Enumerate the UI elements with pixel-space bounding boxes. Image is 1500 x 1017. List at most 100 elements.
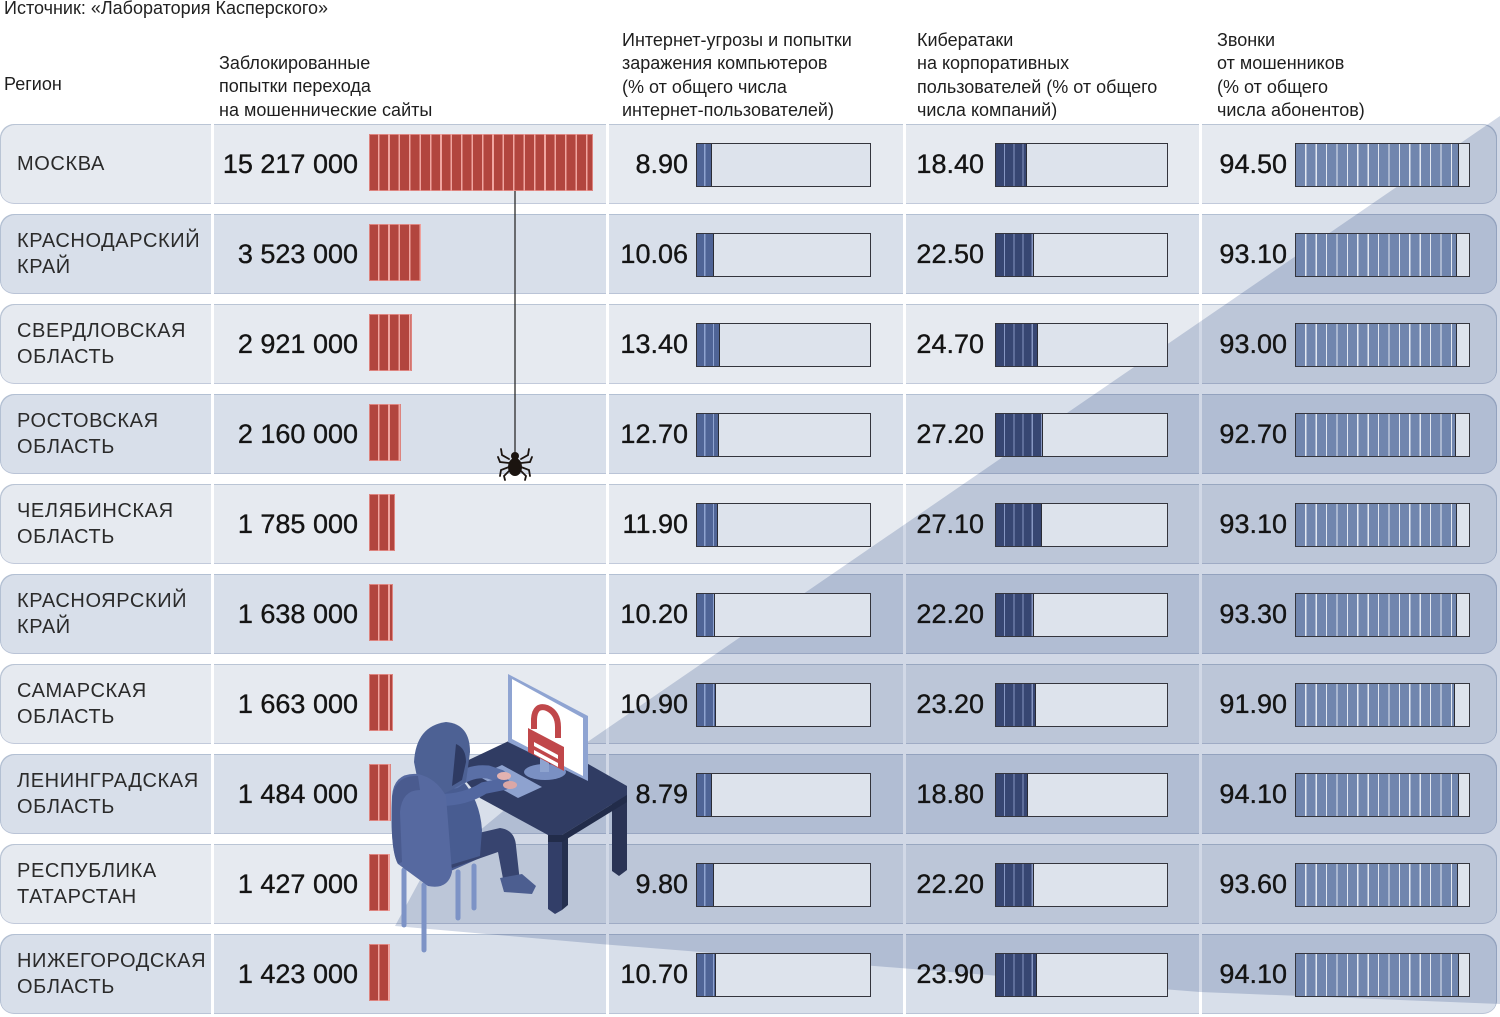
threats-bar (697, 594, 715, 636)
region-cell (0, 394, 211, 474)
cyberattacks-bar-track (995, 773, 1168, 817)
threats-bar (697, 774, 713, 816)
cyberattacks-value-label: 22.20 (916, 868, 984, 899)
threats-bar (697, 684, 716, 726)
blocked-bar (369, 314, 412, 371)
calls-value-label: 91.90 (1219, 688, 1287, 719)
blocked-value-label: 1 638 000 (237, 598, 358, 629)
threats-value-label: 12.70 (620, 418, 688, 449)
region-cell (0, 574, 211, 654)
region-cell (0, 934, 211, 1014)
threats-bar (697, 864, 714, 906)
cyberattacks-value-label: 18.80 (916, 778, 984, 809)
calls-bar-track (1295, 953, 1470, 997)
cyberattacks-bar-track (995, 323, 1168, 367)
blocked-value-label: 2 160 000 (237, 418, 358, 449)
calls-value-label: 93.10 (1219, 238, 1287, 269)
threats-bar (697, 504, 718, 546)
cyberattacks-value-label: 27.10 (916, 508, 984, 539)
threats-bar-track (696, 503, 871, 547)
calls-value-label: 93.00 (1219, 328, 1287, 359)
threats-bar-track (696, 143, 871, 187)
threats-bar (697, 144, 713, 186)
blocked-value-label: 3 523 000 (237, 238, 358, 269)
cyberattacks-bar (996, 774, 1029, 816)
threats-bar-track (696, 233, 871, 277)
cyberattacks-bar-track (995, 593, 1168, 637)
calls-bar (1296, 864, 1458, 906)
table-row: РЕСПУБЛИКА ТАТАРСТАН 1 427 000 9.80 22.20 93… (0, 844, 1500, 924)
blocked-bar (369, 494, 396, 551)
cyberattacks-bar-track (995, 233, 1168, 277)
table-row: КРАСНОЯРСКИЙ КРАЙ 1 638 000 10.20 22.20 93.3… (0, 574, 1500, 654)
cyberattacks-bar (996, 594, 1034, 636)
calls-bar-track (1295, 683, 1470, 727)
calls-bar (1296, 504, 1458, 546)
table-row: СВЕРДЛОВСКАЯ ОБЛАСТЬ 2 921 000 13.40 24.70 9… (0, 304, 1500, 384)
threats-bar-track (696, 593, 871, 637)
region-cell (0, 754, 211, 834)
region-cell (0, 124, 211, 204)
cyberattacks-bar-track (995, 863, 1168, 907)
region-name: МОСКВА (17, 153, 105, 175)
region-cell (0, 844, 211, 924)
table-row: МОСКВА 15 217 000 8.90 18.40 94.50 (0, 124, 1500, 204)
blocked-bar (369, 404, 401, 461)
region-name: РОСТОВСКАЯ ОБЛАСТЬ (17, 410, 159, 458)
cyberattacks-value-label: 22.20 (916, 598, 984, 629)
threats-bar-track (696, 953, 871, 997)
threats-value-label: 9.80 (635, 868, 688, 899)
calls-value-label: 94.10 (1219, 958, 1287, 989)
threats-bar-track (696, 323, 871, 367)
cyberattacks-bar (996, 954, 1037, 996)
blocked-bar (369, 854, 390, 911)
calls-bar (1296, 774, 1459, 816)
region-cell (0, 484, 211, 564)
cyberattacks-bar (996, 504, 1043, 546)
threats-value-label: 8.90 (635, 148, 688, 179)
cyberattacks-bar (996, 324, 1039, 366)
calls-bar (1296, 414, 1457, 456)
blocked-value-label: 1 663 000 (237, 688, 358, 719)
cyberattacks-bar (996, 864, 1034, 906)
calls-bar (1296, 684, 1455, 726)
threats-bar (697, 954, 716, 996)
region-cell (0, 214, 211, 294)
cyberattacks-value-label: 22.50 (916, 238, 984, 269)
calls-value-label: 93.60 (1219, 868, 1287, 899)
region-name: САМАРСКАЯ ОБЛАСТЬ (17, 680, 147, 728)
cyberattacks-value-label: 23.20 (916, 688, 984, 719)
blocked-value-label: 1 423 000 (237, 958, 358, 989)
region-name: РЕСПУБЛИКА ТАТАРСТАН (17, 860, 157, 908)
calls-bar-track (1295, 593, 1470, 637)
calls-bar-track (1295, 323, 1470, 367)
blocked-value-label: 1 484 000 (237, 778, 358, 809)
calls-value-label: 92.70 (1219, 418, 1287, 449)
threats-value-label: 13.40 (620, 328, 688, 359)
threats-value-label: 10.90 (620, 688, 688, 719)
blocked-bar (369, 764, 391, 821)
cyberattacks-bar (996, 234, 1035, 276)
calls-bar-track (1295, 503, 1470, 547)
blocked-bar (369, 224, 421, 281)
region-name: СВЕРДЛОВСКАЯ ОБЛАСТЬ (17, 320, 187, 368)
calls-value-label: 94.10 (1219, 778, 1287, 809)
threats-bar (697, 414, 719, 456)
calls-bar-track (1295, 233, 1470, 277)
threats-value-label: 8.79 (635, 778, 688, 809)
region-cell (0, 664, 211, 744)
table-row: ЧЕЛЯБИНСКАЯ ОБЛАСТЬ 1 785 000 11.90 27.10 93… (0, 484, 1500, 564)
cyberattacks-bar-track (995, 143, 1168, 187)
cyberattacks-bar-track (995, 503, 1168, 547)
blocked-value-label: 15 217 000 (222, 148, 358, 179)
calls-value-label: 93.10 (1219, 508, 1287, 539)
calls-bar-track (1295, 413, 1470, 457)
calls-value-label: 94.50 (1219, 148, 1287, 179)
region-name: ЧЕЛЯБИНСКАЯ ОБЛАСТЬ (17, 500, 174, 548)
threats-value-label: 10.20 (620, 598, 688, 629)
cyberattacks-bar (996, 414, 1043, 456)
region-name: ЛЕНИНГРАДСКАЯ ОБЛАСТЬ (17, 770, 199, 818)
threats-bar (697, 324, 721, 366)
calls-bar (1296, 954, 1459, 996)
